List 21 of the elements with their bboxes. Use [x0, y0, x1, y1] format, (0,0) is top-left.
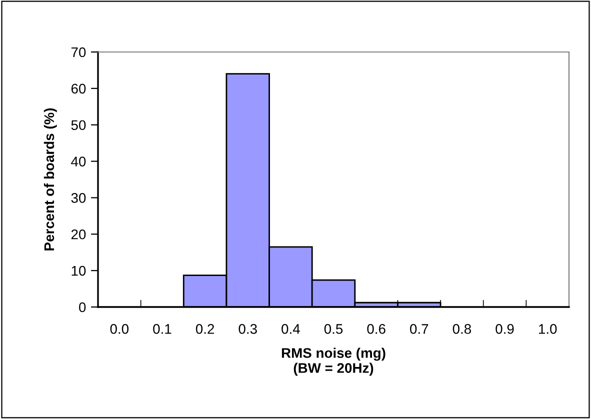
- x-axis-title: RMS noise (mg) (BW = 20Hz): [282, 348, 386, 376]
- y-tick-label: 70: [71, 47, 86, 58]
- y-tick-label: 30: [71, 193, 86, 203]
- x-tick-label: 0.1: [153, 324, 172, 334]
- y-tick-label: 0: [79, 302, 86, 312]
- x-tick-label: 0.2: [196, 324, 214, 334]
- x-tick-label: 0.8: [452, 324, 472, 334]
- y-axis-title: Percent of boards (%): [44, 108, 57, 250]
- x-tick-label: 0.3: [238, 324, 257, 334]
- x-tick-label: 0.6: [367, 324, 386, 334]
- y-tick-label: 60: [71, 84, 86, 94]
- y-tick-label: 50: [71, 120, 86, 130]
- x-tick-label: 0.5: [324, 324, 343, 334]
- x-tick-label: 0.9: [496, 324, 514, 334]
- x-tick-label: 1.0: [538, 324, 557, 334]
- y-tick-label: 40: [71, 156, 86, 166]
- y-tick-label: 10: [72, 266, 86, 276]
- y-tick-label: 20: [71, 229, 86, 240]
- x-tick-label: 0.4: [282, 324, 300, 334]
- x-tick-label: 0.7: [410, 324, 428, 334]
- x-tick-label: 0.0: [110, 324, 129, 334]
